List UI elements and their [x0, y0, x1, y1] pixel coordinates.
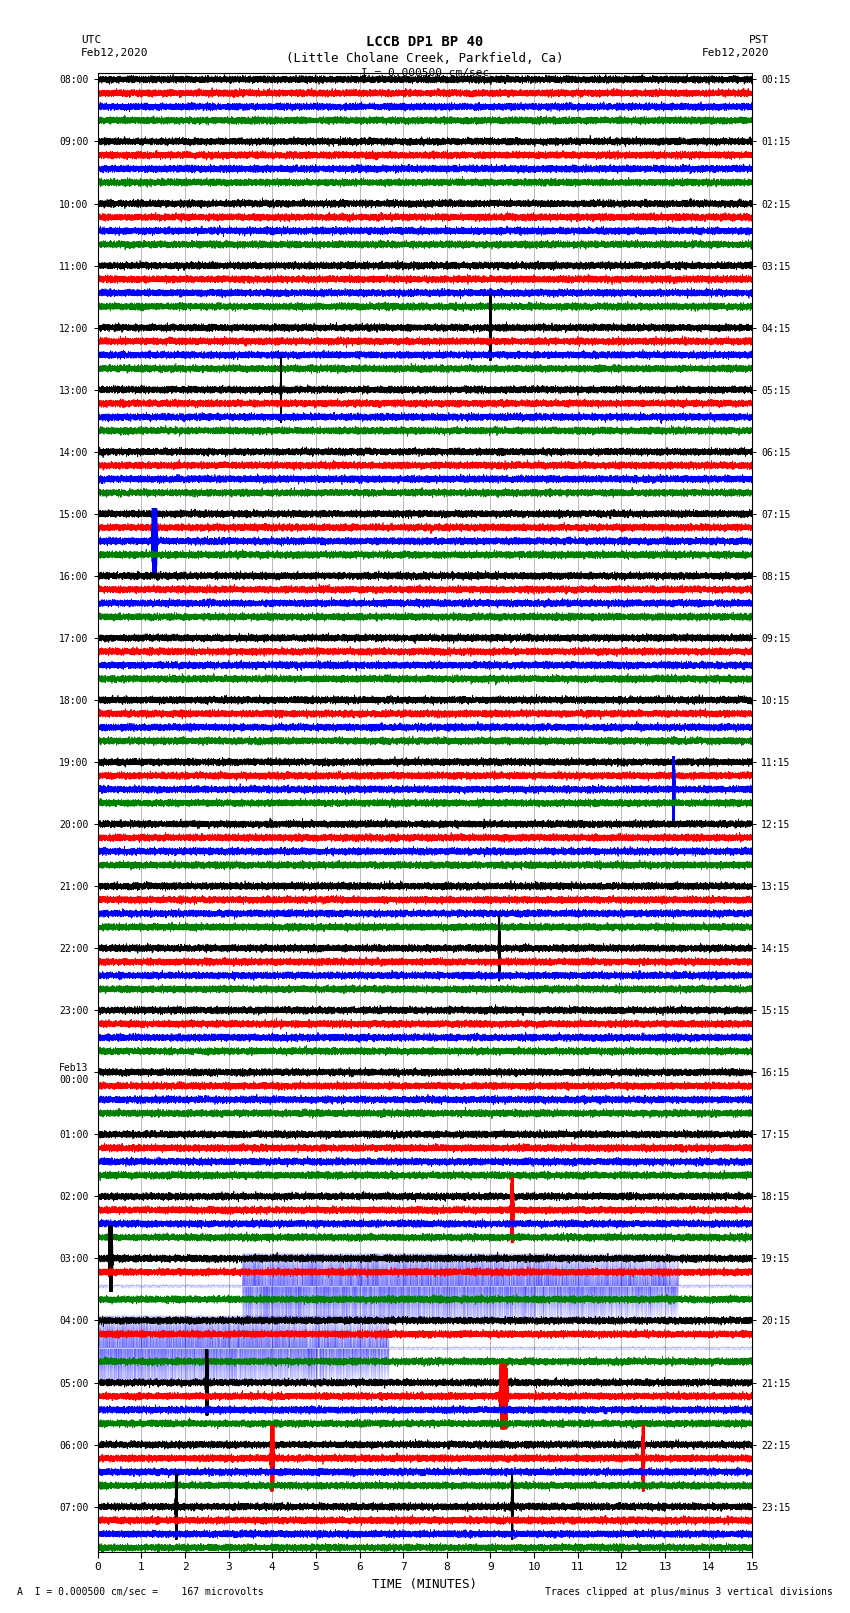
- Text: UTC: UTC: [81, 35, 101, 45]
- Text: Feb12,2020: Feb12,2020: [81, 48, 148, 58]
- X-axis label: TIME (MINUTES): TIME (MINUTES): [372, 1578, 478, 1590]
- Text: LCCB DP1 BP 40: LCCB DP1 BP 40: [366, 35, 484, 50]
- Text: I = 0.000500 cm/sec: I = 0.000500 cm/sec: [361, 68, 489, 77]
- Text: PST: PST: [749, 35, 769, 45]
- Text: Traces clipped at plus/minus 3 vertical divisions: Traces clipped at plus/minus 3 vertical …: [545, 1587, 833, 1597]
- Text: A  I = 0.000500 cm/sec =    167 microvolts: A I = 0.000500 cm/sec = 167 microvolts: [17, 1587, 264, 1597]
- Text: (Little Cholane Creek, Parkfield, Ca): (Little Cholane Creek, Parkfield, Ca): [286, 52, 564, 65]
- Text: Feb12,2020: Feb12,2020: [702, 48, 769, 58]
